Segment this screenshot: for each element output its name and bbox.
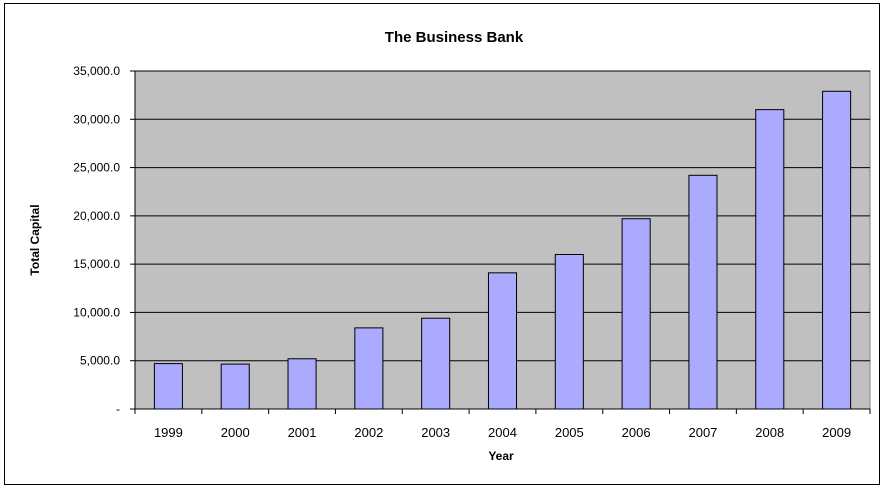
bar-2001 (287, 358, 317, 410)
y-axis-label: Total Capital (28, 204, 42, 275)
x-tick-label: 2000 (221, 425, 250, 440)
y-tick-label: 5,000.0 (80, 354, 120, 368)
axes (130, 70, 871, 414)
bar-2009 (822, 90, 852, 410)
bar-2008 (755, 109, 785, 410)
bar-2006 (621, 218, 651, 410)
chart-title: The Business Bank (385, 29, 524, 46)
x-tick-label: 2004 (488, 425, 517, 440)
x-tick-label: 2009 (822, 425, 851, 440)
x-tick-labels: 1999 2000 2001 2002 2003 2004 2005 2006 2007 2008… (154, 425, 851, 440)
bars (153, 90, 852, 410)
x-tick-label: 2001 (288, 425, 317, 440)
y-tick-labels: - 5,000.0 10,000.0 15,000.0 20,000.0 25,000.0… (73, 64, 120, 416)
y-tick-label: 20,000.0 (73, 209, 120, 223)
y-tick-label: 10,000.0 (73, 305, 120, 319)
bar-2004 (487, 272, 518, 410)
x-tick-label: 2006 (622, 425, 651, 440)
y-tick-label: 15,000.0 (73, 257, 120, 271)
x-tick-label: 2002 (354, 425, 383, 440)
y-tick-label: - (116, 402, 120, 416)
x-tick-label: 2007 (688, 425, 717, 440)
bar-2002 (354, 327, 384, 410)
bar-1999 (153, 363, 183, 410)
x-tick-label: 2003 (421, 425, 450, 440)
bar-2005 (554, 253, 584, 410)
bar-2000 (220, 363, 250, 410)
x-tick-label: 2005 (555, 425, 584, 440)
y-tick-label: 35,000.0 (73, 64, 120, 78)
x-axis-label: Year (488, 449, 514, 463)
y-tick-label: 25,000.0 (73, 161, 120, 175)
x-tick-label: 2008 (755, 425, 784, 440)
y-tick-label: 30,000.0 (73, 112, 120, 126)
bar-2007 (688, 174, 718, 410)
x-tick-label: 1999 (154, 425, 183, 440)
bar-2003 (421, 317, 451, 410)
